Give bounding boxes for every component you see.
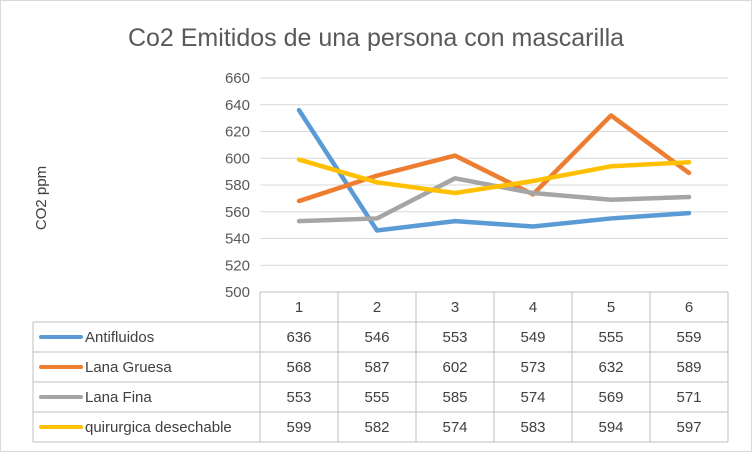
data-label: 585: [442, 389, 467, 406]
y-tick-labels: 500 520 540 560 580 600 620 640 660: [225, 70, 250, 301]
series-lines: [296, 107, 692, 233]
x-tick-label: 4: [529, 299, 537, 316]
data-table: 1 2 3 4 5 6 Antifluidos 636 546 553 549 555 559 Lana …: [32, 291, 729, 443]
legend-entry: Lana Gruesa: [85, 359, 172, 376]
data-label: 549: [520, 329, 545, 346]
data-label: 574: [520, 389, 545, 406]
y-tick-label: 660: [225, 70, 250, 87]
series-line: [296, 107, 692, 233]
data-label: 583: [520, 419, 545, 436]
x-tick-label: 6: [685, 299, 693, 316]
series-line: [296, 157, 692, 196]
data-label: 589: [676, 359, 701, 376]
y-tick-label: 560: [225, 204, 250, 221]
y-tick-label: 580: [225, 177, 250, 194]
data-label: 594: [598, 419, 623, 436]
data-label: 571: [676, 389, 701, 406]
y-tick-label: 500: [225, 284, 250, 301]
data-label: 555: [364, 389, 389, 406]
x-tick-label: 5: [607, 299, 615, 316]
legend-entry: quirurgica desechable: [85, 419, 232, 436]
data-label: 555: [598, 329, 623, 346]
legend-entry: Antifluidos: [85, 329, 154, 346]
x-tick-label: 3: [451, 299, 459, 316]
gridlines: [260, 77, 728, 266]
data-label: 546: [364, 329, 389, 346]
data-label: 602: [442, 359, 467, 376]
chart-title: Co2 Emitidos de una persona con mascaril…: [128, 24, 624, 52]
y-tick-label: 620: [225, 124, 250, 141]
x-tick-label: 1: [295, 299, 303, 316]
y-axis-label: CO2 ppm: [33, 166, 50, 230]
data-label: 636: [286, 329, 311, 346]
data-label: 553: [442, 329, 467, 346]
data-label: 573: [520, 359, 545, 376]
data-label: 599: [286, 419, 311, 436]
y-tick-label: 540: [225, 231, 250, 248]
data-label: 568: [286, 359, 311, 376]
legend-entry: Lana Fina: [85, 389, 152, 406]
data-label: 574: [442, 419, 467, 436]
data-label: 582: [364, 419, 389, 436]
y-tick-label: 520: [225, 257, 250, 274]
data-label: 569: [598, 389, 623, 406]
data-label: 587: [364, 359, 389, 376]
data-label: 597: [676, 419, 701, 436]
data-label: 632: [598, 359, 623, 376]
y-tick-label: 640: [225, 97, 250, 114]
x-tick-label: 2: [373, 299, 381, 316]
y-tick-label: 600: [225, 150, 250, 167]
data-label: 553: [286, 389, 311, 406]
data-label: 559: [676, 329, 701, 346]
